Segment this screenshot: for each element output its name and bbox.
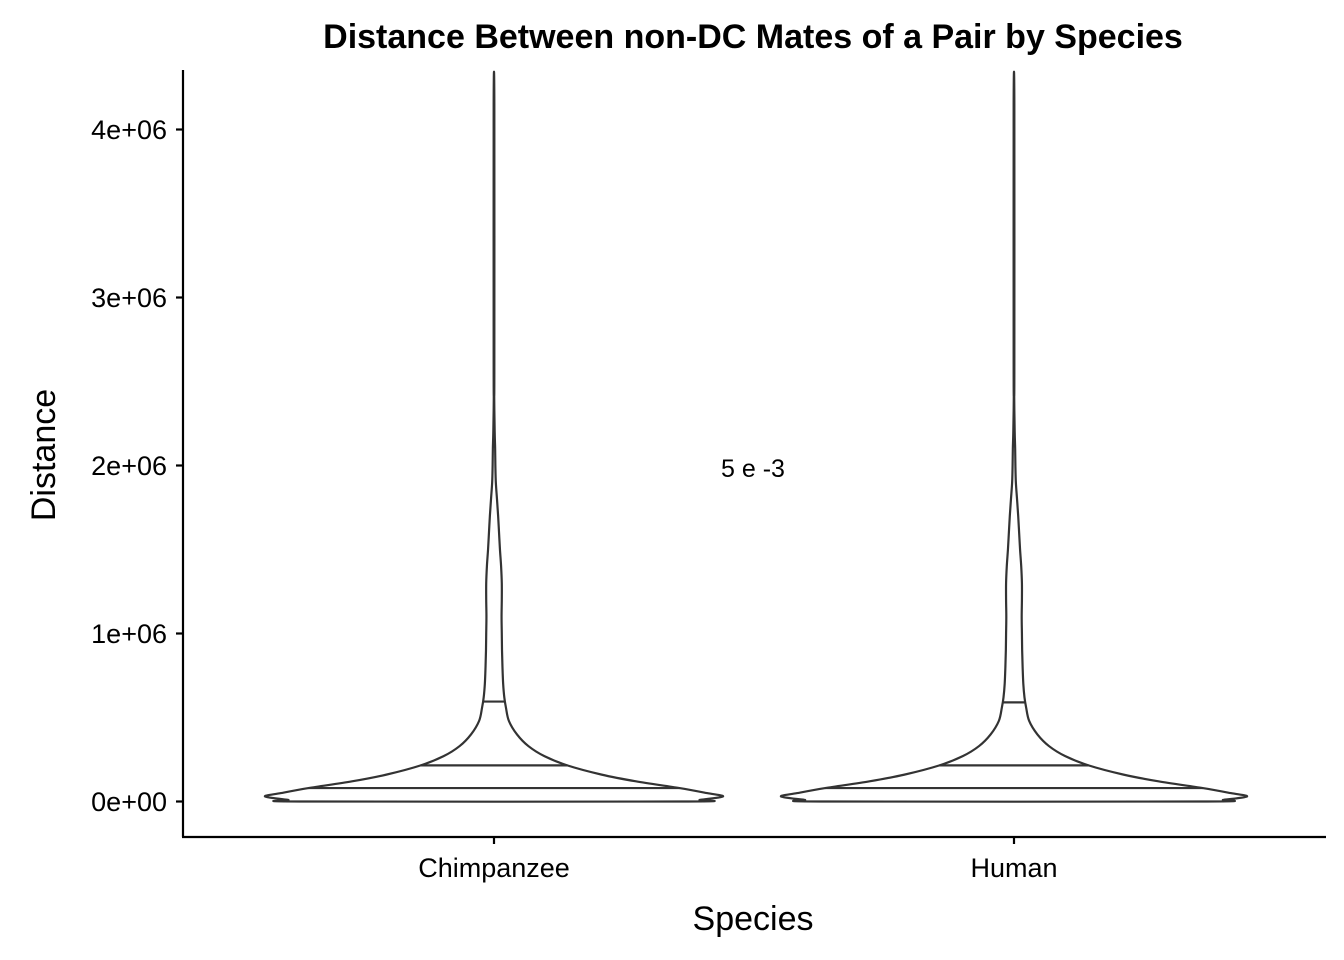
y-tick-label: 3e+06: [91, 283, 167, 313]
y-tick-label: 2e+06: [91, 451, 167, 481]
violin-chimpanzee: [263, 70, 725, 803]
plot-area: [263, 70, 1249, 803]
chart-title: Distance Between non-DC Mates of a Pair …: [323, 18, 1183, 56]
violin-human: [779, 70, 1249, 803]
y-tick-label: 0e+00: [91, 787, 167, 817]
y-tick-label: 1e+06: [91, 619, 167, 649]
p-value-annotation: 5 e -3: [721, 455, 785, 483]
x-axis-ticks: Chimpanzee Human: [418, 837, 1058, 883]
y-axis-title: Distance: [25, 389, 63, 521]
y-axis-ticks: 0e+00 1e+06 2e+06 3e+06 4e+06: [91, 115, 183, 817]
x-axis-title: Species: [693, 900, 814, 938]
y-tick-label: 4e+06: [91, 115, 167, 145]
x-tick-label: Human: [970, 853, 1057, 883]
x-tick-label: Chimpanzee: [418, 853, 570, 883]
